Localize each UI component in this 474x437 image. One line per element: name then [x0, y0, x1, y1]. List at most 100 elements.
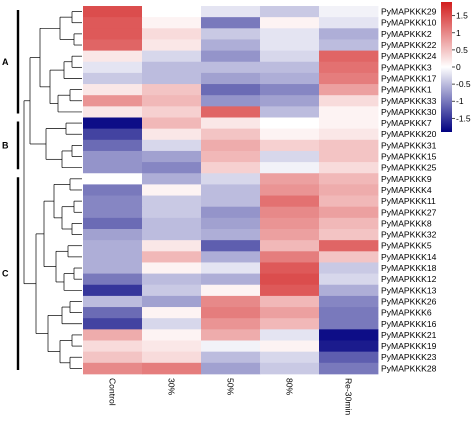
heatmap-cell [260, 206, 320, 219]
heatmap-cell [142, 240, 202, 252]
heatmap-cell [260, 72, 320, 85]
row-label: PyMAPKKK17 [381, 73, 437, 83]
heatmap-cell [319, 61, 379, 74]
row-label: PyMAPKKK4 [381, 185, 432, 195]
heatmap-cell [319, 318, 379, 330]
row-label: PyMAPKKK1 [381, 85, 432, 95]
heatmap-cell [319, 351, 379, 364]
heatmap-cell [260, 84, 320, 96]
heatmap-cell [201, 329, 261, 341]
heatmap-cell [142, 295, 202, 308]
heatmap-cell [201, 295, 261, 308]
heatmap-cell [83, 61, 143, 74]
row-label: PyMAPKKK21 [381, 330, 437, 340]
heatmap-cell [319, 106, 379, 118]
heatmap-cell [83, 95, 143, 107]
heatmap-cell [201, 206, 261, 219]
heatmap-cell [83, 251, 143, 263]
heatmap-cell [319, 150, 379, 163]
row-label: PyMAPKKK15 [381, 152, 437, 162]
heatmap-cell [201, 128, 261, 141]
heatmap-cell [201, 318, 261, 330]
heatmap-cell [201, 262, 261, 274]
heatmap-cell [260, 251, 320, 263]
heatmap-cell [83, 217, 143, 230]
row-label: PyMAPKKK18 [381, 263, 437, 273]
heatmap-cell [260, 6, 320, 18]
heatmap-cell [319, 340, 379, 353]
heatmap-cell [142, 106, 202, 118]
row-label: PyMAPKKK31 [381, 140, 437, 150]
heatmap-cell [260, 273, 320, 286]
heatmap-cell [83, 128, 143, 141]
heatmap-cell [319, 307, 379, 319]
heatmap-cell [142, 318, 202, 330]
heatmap-cell [319, 229, 379, 241]
colorbar-tick-label: 1 [456, 28, 461, 38]
heatmap-cell [201, 273, 261, 286]
heatmap-cell [83, 28, 143, 40]
heatmap-cell [83, 362, 143, 375]
heatmap-cell [260, 240, 320, 252]
heatmap-cell [319, 240, 379, 252]
heatmap-cell [142, 217, 202, 230]
heatmap-cell [83, 39, 143, 51]
colorbar-tick-label: -1.5 [456, 113, 471, 123]
heatmap-cell [142, 329, 202, 341]
heatmap-cell [142, 17, 202, 29]
heatmap-cell [142, 262, 202, 274]
heatmap-cell [201, 117, 261, 130]
heatmap-cell [319, 128, 379, 141]
heatmap-cell [201, 184, 261, 196]
heatmap-cell [142, 351, 202, 364]
heatmap-cell [260, 128, 320, 141]
heatmap-cell [319, 84, 379, 96]
heatmap-cell [142, 95, 202, 107]
heatmap-cell [260, 39, 320, 51]
color-legend: 1.5 1 0.5 0 -0.5 -1 -1.5 [441, 2, 471, 132]
row-label: PyMAPKKK20 [381, 129, 437, 139]
heatmap-cell [83, 318, 143, 330]
heatmap-cell [201, 106, 261, 118]
heatmap-cell [201, 17, 261, 29]
row-label: PyMAPKKK6 [381, 308, 432, 318]
heatmap-cell [260, 351, 320, 364]
heatmap-cell [319, 162, 379, 174]
heatmap-cell [260, 284, 320, 297]
heatmap-cell [260, 329, 320, 341]
cluster-groups: A B C [2, 10, 20, 370]
heatmap-cell [260, 195, 320, 208]
heatmap-cell [260, 17, 320, 29]
row-label: PyMAPKKK7 [381, 118, 432, 128]
heatmap-cell [142, 229, 202, 241]
row-label: PyMAPKKK19 [381, 341, 437, 351]
heatmap-cell [260, 362, 320, 375]
heatmap-cell [319, 206, 379, 219]
heatmap-cell [319, 17, 379, 29]
heatmap-cell [319, 139, 379, 152]
heatmap-cell [83, 150, 143, 163]
heatmap-cell [142, 162, 202, 174]
heatmap-cell [319, 117, 379, 130]
cluster-label: C [2, 269, 9, 279]
heatmap-cell [83, 351, 143, 364]
heatmap-cell [201, 362, 261, 375]
heatmap-cell [201, 307, 261, 319]
column-label: 50% [226, 378, 236, 396]
heatmap-cell [201, 61, 261, 74]
heatmap-cell [260, 307, 320, 319]
heatmap-cell [142, 139, 202, 152]
heatmap-cell [201, 50, 261, 63]
heatmap-cell [83, 262, 143, 274]
row-label: PyMAPKKK5 [381, 241, 432, 251]
heatmap-cell [142, 150, 202, 163]
heatmap-cell [260, 184, 320, 196]
heatmap-cell [142, 195, 202, 208]
dendrogram [23, 11, 82, 369]
heatmap-cell [260, 150, 320, 163]
heatmap-cell [319, 6, 379, 18]
colorbar-tick-label: 1.5 [456, 11, 468, 21]
colorbar [441, 2, 452, 132]
heatmap-cell [201, 195, 261, 208]
